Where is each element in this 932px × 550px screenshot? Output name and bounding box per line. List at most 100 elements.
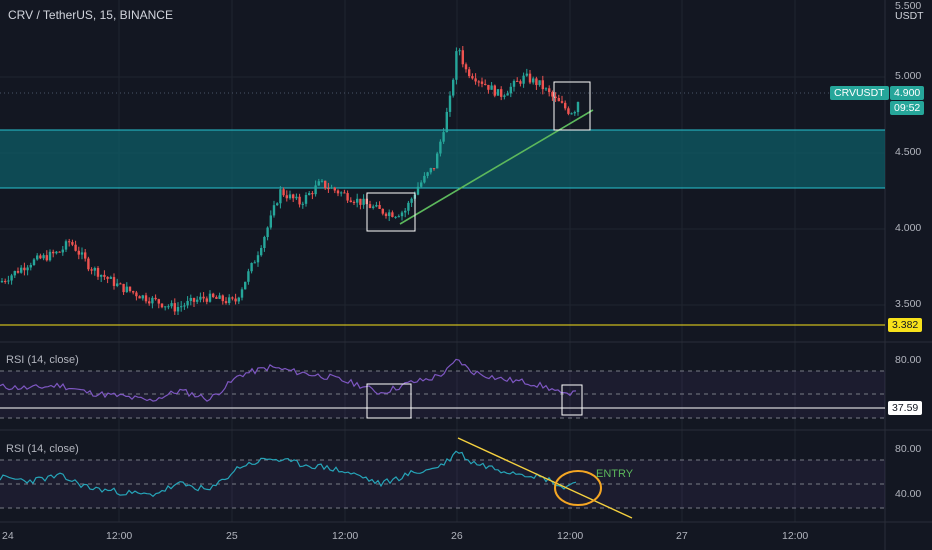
candle-body [45, 255, 48, 261]
price-box-2[interactable] [553, 81, 591, 131]
candle [84, 248, 87, 262]
candle-body [522, 75, 525, 84]
candle-body [570, 113, 573, 115]
rsi1-box-1[interactable] [366, 383, 412, 419]
uptrend-line[interactable] [399, 109, 594, 225]
candle [301, 201, 304, 209]
candle-body [525, 73, 528, 76]
support-badge[interactable]: 3.382 [888, 318, 923, 332]
candlestick-series [0, 46, 580, 316]
candle [468, 66, 471, 79]
candle [192, 297, 196, 308]
candle-body [519, 81, 522, 84]
candle [375, 201, 378, 208]
candle [477, 80, 480, 87]
candle [4, 278, 7, 284]
candle [522, 72, 525, 88]
candle [314, 180, 317, 197]
axis-tick-4000: 4.000 [895, 222, 922, 234]
candle-body [464, 64, 468, 70]
candle-body [477, 81, 480, 83]
candle [247, 268, 250, 285]
candle [327, 182, 330, 193]
time-tick-25: 25 [226, 530, 238, 542]
candle-body [119, 283, 122, 285]
candle [234, 293, 237, 305]
candle-body [532, 78, 535, 83]
candle-body [180, 306, 183, 308]
candle [77, 246, 80, 260]
candle-body [410, 198, 413, 203]
rsi1-label[interactable]: RSI (14, close) [6, 354, 79, 366]
candle-body [349, 200, 352, 202]
candle [58, 251, 61, 253]
candle-body [48, 251, 52, 261]
rsi-downtrend-line[interactable] [457, 437, 633, 519]
symbol-badge[interactable]: CRVUSDT [830, 86, 889, 100]
candle [256, 251, 260, 267]
candle [378, 201, 381, 209]
candle-body [96, 267, 100, 277]
candle [541, 75, 544, 95]
candle [215, 295, 218, 299]
candle-body [330, 187, 333, 189]
candle [346, 190, 349, 203]
rsi2-tick-80: 80.00 [895, 443, 922, 455]
candle-body [253, 262, 256, 264]
entry-label: ENTRY [596, 468, 634, 480]
candle [490, 82, 493, 90]
candle-body [560, 101, 564, 103]
candle [349, 197, 352, 203]
candle [96, 266, 100, 280]
candle-body [218, 295, 221, 299]
rsi2-label[interactable]: RSI (14, close) [6, 443, 79, 455]
candle [400, 210, 404, 221]
candle-body [183, 305, 186, 307]
candle-body [90, 269, 93, 271]
candle [285, 190, 288, 202]
time-tick-1: 12:00 [106, 530, 133, 542]
candle-body [87, 258, 90, 270]
candle [61, 245, 64, 256]
last-price-badge[interactable]: 4.900 [890, 86, 925, 100]
candle-body [39, 255, 42, 259]
candle [564, 100, 567, 111]
candle [282, 187, 285, 197]
candle-body [439, 141, 442, 154]
candle [224, 297, 228, 305]
candle-body [10, 275, 13, 281]
candle-body [250, 262, 253, 272]
candle-body [343, 192, 346, 194]
candle-body [541, 80, 544, 90]
candle [231, 296, 234, 301]
candle [324, 180, 327, 190]
candle [148, 297, 151, 306]
candle-body [285, 195, 288, 199]
candle [164, 306, 167, 311]
candle [0, 277, 4, 283]
candle-body [503, 95, 506, 97]
candle [426, 171, 429, 179]
candle-body [77, 250, 80, 255]
candle [269, 210, 272, 230]
price-box-1[interactable] [366, 192, 416, 232]
candle [432, 168, 436, 171]
candle-body [298, 196, 301, 205]
candle-body [557, 98, 560, 102]
candle [68, 238, 71, 247]
entry-circle[interactable] [554, 470, 602, 506]
candle-body [448, 95, 452, 112]
candle-body [36, 255, 39, 260]
candle [532, 76, 535, 85]
candle-body [23, 267, 26, 271]
candle [244, 281, 247, 290]
rsi1-box-2[interactable] [561, 384, 583, 416]
candle-body [138, 296, 141, 299]
candle-body [487, 84, 490, 90]
candle-body [352, 201, 356, 203]
candle [311, 191, 314, 200]
candle [416, 182, 420, 196]
candle-body [151, 297, 154, 304]
candle-body [29, 264, 32, 268]
